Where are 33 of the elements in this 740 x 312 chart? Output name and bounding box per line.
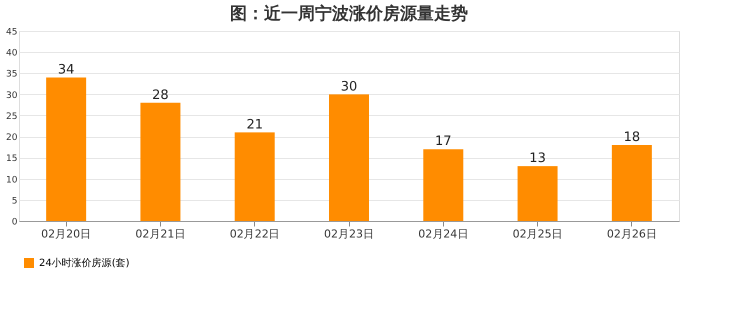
y-tick-label: 10	[6, 175, 18, 186]
x-tick-label: 02月22日	[230, 228, 280, 240]
x-tick-label: 02月21日	[135, 228, 186, 240]
x-tick-label: 02月25日	[512, 228, 563, 240]
y-tick-label: 30	[6, 90, 18, 101]
bar	[423, 149, 464, 221]
data-label: 30	[340, 79, 358, 94]
bar	[234, 132, 275, 221]
chart-title: 图：近一周宁波涨价房源量走势	[230, 4, 468, 24]
bar	[612, 145, 652, 221]
x-tick-label: 02月23日	[324, 228, 374, 240]
x-tick-label: 02月24日	[418, 228, 468, 240]
legend-label: 24小时涨价房源(套)	[39, 257, 130, 269]
x-tick-label: 02月26日	[606, 228, 657, 240]
y-tick-label: 0	[12, 218, 18, 228]
data-label: 34	[58, 62, 74, 78]
data-label: 13	[529, 151, 546, 166]
y-tick-label: 40	[6, 48, 18, 59]
y-tick-label: 45	[6, 28, 18, 38]
bar	[140, 102, 180, 221]
y-tick-label: 25	[6, 112, 18, 122]
y-tick-label: 35	[6, 70, 18, 80]
bar	[46, 77, 86, 221]
data-label: 28	[152, 88, 169, 103]
data-label: 17	[435, 134, 452, 150]
y-tick-label: 5	[12, 196, 18, 206]
data-label: 18	[624, 130, 640, 145]
y-tick-label: 20	[6, 133, 18, 144]
data-label: 21	[246, 117, 263, 132]
y-tick-label: 15	[6, 154, 18, 164]
bar	[518, 166, 558, 221]
bar	[329, 94, 369, 221]
x-tick-label: 02月20日	[41, 228, 92, 240]
